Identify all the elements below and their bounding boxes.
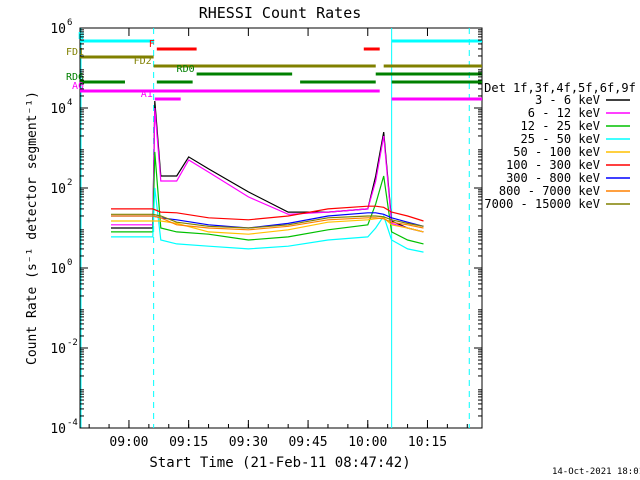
y-tick-label-0: 10 — [50, 422, 66, 437]
flag-label-fd2: FD2 — [134, 56, 152, 67]
y-tick-exponent-0: -4 — [67, 418, 78, 428]
series-line-3 — [111, 187, 424, 253]
y-tick-label-2: 10 — [50, 262, 66, 277]
y-tick-exponent-4: 4 — [67, 98, 72, 108]
y-tick-label-5: 10 — [50, 22, 66, 37]
flag-label-rd0: RD0 — [177, 64, 195, 75]
series-line-2 — [111, 151, 424, 245]
flag-label-f: F — [149, 39, 155, 50]
series-line-4 — [111, 217, 424, 235]
legend-label-5: 100 - 300 keV — [506, 158, 600, 172]
flag-bars: NFFD1FD2RD0RD6A0A1 — [66, 31, 482, 101]
legend-label-2: 12 - 25 keV — [521, 119, 600, 133]
x-tick-label-2: 09:30 — [229, 435, 268, 450]
x-axis-label: Start Time (21-Feb-11 08:47:42) — [149, 455, 410, 471]
legend-label-0: 3 - 6 keV — [535, 93, 600, 107]
chart-title: RHESSI Count Rates — [199, 4, 362, 22]
axis-ticks: 09:00 09:15 09:30 09:45 10:00 10:1510-410-210… — [50, 18, 482, 450]
x-tick-label-3: 09:45 — [288, 435, 327, 450]
y-tick-exponent-5: 6 — [67, 18, 72, 28]
y-tick-exponent-3: 2 — [67, 178, 72, 188]
flag-label-fd1: FD1 — [66, 47, 84, 58]
series-line-5 — [111, 205, 424, 222]
legend-label-7: 800 - 7000 keV — [499, 184, 600, 198]
legend-label-6: 300 - 800 keV — [506, 171, 600, 185]
x-tick-label-0: 09:00 — [109, 435, 148, 450]
footer-date: 14-Oct-2021 18:01 — [552, 467, 640, 477]
x-tick-label-4: 10:00 — [348, 435, 387, 450]
legend-label-3: 25 - 50 keV — [521, 132, 600, 146]
series-lines — [111, 100, 424, 253]
flag-label-a1: A1 — [141, 89, 153, 100]
y-tick-label-1: 10 — [50, 342, 66, 357]
legend-title: Det 1f,3f,4f,5f,6f,9f — [484, 81, 636, 95]
y-tick-label-3: 10 — [50, 182, 66, 197]
x-tick-label-5: 10:15 — [408, 435, 447, 450]
y-tick-exponent-2: 0 — [67, 258, 72, 268]
y-tick-exponent-1: -2 — [67, 338, 78, 348]
flag-label-rd6: RD6 — [66, 72, 84, 83]
flag-label-a0: A0 — [72, 81, 84, 92]
series-line-7 — [111, 215, 424, 231]
y-axis-label: Count Rate (s⁻¹ detector segment⁻¹) — [25, 91, 40, 365]
y-tick-label-4: 10 — [50, 102, 66, 117]
plot-frame — [79, 27, 483, 429]
series-line-8 — [111, 213, 424, 229]
series-line-1 — [111, 107, 424, 233]
x-tick-label-1: 09:15 — [169, 435, 208, 450]
legend-label-8: 7000 - 15000 keV — [484, 197, 600, 211]
legend-label-4: 50 - 100 keV — [513, 145, 600, 159]
legend-label-1: 6 - 12 keV — [528, 106, 600, 120]
